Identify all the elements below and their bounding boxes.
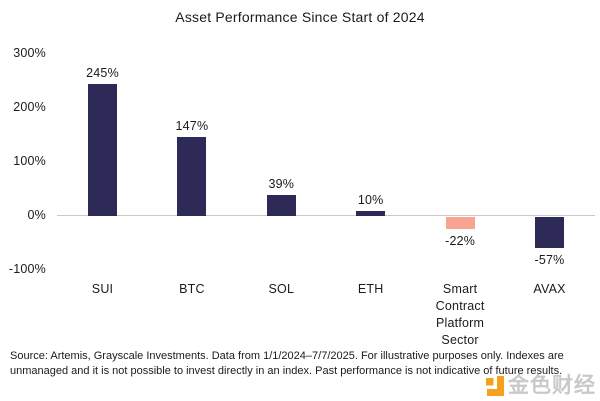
bar-eth xyxy=(356,210,386,216)
bar-smart xyxy=(445,217,475,229)
source-disclaimer: Source: Artemis, Grayscale Investments. … xyxy=(10,350,564,377)
x-tick-label: ETH xyxy=(357,282,384,296)
bar-value-label: -57% xyxy=(534,252,565,267)
x-tick-label: SOL xyxy=(268,282,295,296)
y-tick-label: -100% xyxy=(8,262,46,276)
watermark-text: 金色财经 xyxy=(508,374,596,397)
x-tick-label: SUI xyxy=(91,282,114,296)
bar-value-label: 39% xyxy=(268,176,295,191)
watermark: 金色财经 xyxy=(485,375,596,397)
bar-avax xyxy=(535,217,564,248)
y-tick-label: 0% xyxy=(27,208,46,222)
y-tick-label: 200% xyxy=(13,100,46,114)
bar-sol xyxy=(266,194,296,216)
y-tick-label: 100% xyxy=(13,154,46,168)
bar-value-label: -22% xyxy=(445,233,476,248)
jinse-logo-icon xyxy=(485,375,505,397)
bar-sui xyxy=(88,83,117,216)
chart-title: Asset Performance Since Start of 2024 xyxy=(175,9,425,25)
y-tick-label: 300% xyxy=(13,46,46,60)
bar-btc xyxy=(177,136,207,216)
x-tick-label: Smart Contract Platform Sector xyxy=(435,282,485,347)
x-tick-label: BTC xyxy=(179,282,205,296)
x-tick-label: AVAX xyxy=(533,282,566,296)
x-axis-line xyxy=(57,215,595,216)
bar-value-label: 245% xyxy=(86,65,119,80)
bar-value-label: 147% xyxy=(175,118,209,133)
bar-value-label: 10% xyxy=(357,192,384,207)
